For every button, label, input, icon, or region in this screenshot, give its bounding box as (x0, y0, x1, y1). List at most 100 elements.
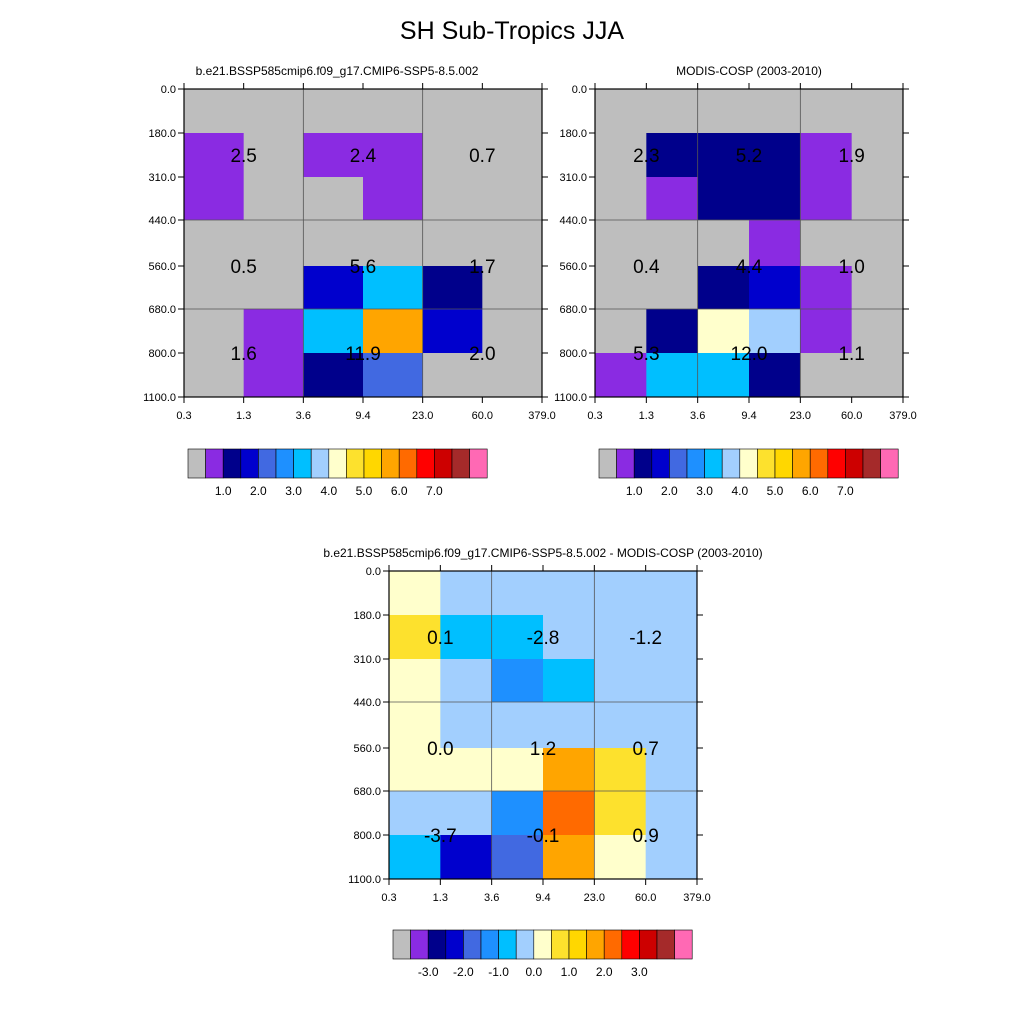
panel-title: MODIS-COSP (2003-2010) (676, 64, 822, 78)
x-tick-label: 379.0 (889, 410, 917, 422)
colorbar-swatch (515, 929, 535, 960)
page-title: SH Sub-Tropics JJA (399, 17, 625, 45)
y-tick-label: 1100.0 (554, 392, 587, 404)
colorbar-swatch (240, 448, 259, 479)
y-tick-label: 440.0 (148, 215, 176, 227)
x-tick-label: 23.0 (412, 410, 433, 422)
heatmap-cell (646, 353, 699, 398)
heatmap-cell (243, 266, 304, 310)
heatmap-cell (440, 835, 493, 880)
heatmap-cell (389, 835, 441, 880)
heatmap-cell (422, 133, 483, 178)
heatmap-cell (482, 309, 543, 354)
heatmap-cell (646, 177, 699, 221)
colorbar-label: 7.0 (426, 484, 443, 498)
colorbar-swatch (469, 448, 488, 479)
heatmap-cell (851, 89, 904, 134)
heatmap-cell (491, 835, 544, 880)
heatmap-cell (389, 659, 441, 703)
heatmap-cell (491, 615, 544, 660)
heatmap-cell (851, 309, 904, 354)
heatmap-cell (800, 309, 853, 354)
heatmap-cell (800, 353, 853, 398)
colorbar-swatch (187, 448, 206, 479)
heatmap-cell (303, 353, 364, 398)
y-tick-label: 0.0 (572, 84, 587, 96)
colorbar-swatch (451, 448, 470, 479)
heatmap-cell (645, 835, 698, 880)
colorbar-swatch (434, 448, 453, 479)
box-value-label: 1.2 (530, 739, 556, 760)
colorbar-label: 5.0 (356, 484, 373, 498)
x-tick-label: 60.0 (472, 410, 493, 422)
heatmap-cell (697, 309, 750, 354)
heatmap-cell (697, 266, 750, 310)
colorbar-swatch (586, 929, 605, 960)
colorbar-label: 3.0 (631, 965, 648, 979)
heatmap-cell (363, 177, 424, 221)
y-tick-label: 440.0 (353, 697, 381, 709)
heatmap-cell (800, 177, 853, 221)
heatmap-cell (645, 702, 698, 749)
heatmap-cell (851, 133, 904, 178)
heatmap-cell (595, 309, 647, 354)
x-tick-label: 1.3 (433, 892, 448, 904)
colorbar-swatch (792, 448, 811, 479)
heatmap-cell (422, 266, 483, 310)
box-value-label: 1.7 (469, 257, 495, 278)
y-tick-label: 800.0 (353, 830, 381, 842)
y-tick-label: 180.0 (148, 128, 176, 140)
heatmap-cell (749, 177, 801, 221)
y-tick-label: 180.0 (559, 128, 587, 140)
colorbar-swatch (845, 448, 864, 479)
heatmap-cell (440, 615, 493, 660)
heatmap-panel-2: MODIS-COSP (2003-2010) 0.0 180.0 310.0 440.0… (554, 64, 917, 498)
heatmap-cell (303, 309, 364, 354)
colorbar-swatch (603, 929, 623, 960)
heatmap-cell (491, 702, 544, 749)
heatmap-cell (363, 133, 424, 178)
y-tick-label: 800.0 (148, 348, 176, 360)
colorbar-label: 0.0 (525, 965, 542, 979)
heatmap-cell (389, 748, 441, 792)
heatmap-cell (491, 791, 544, 836)
y-tick-label: 560.0 (559, 261, 587, 273)
heatmap-cell (491, 571, 544, 616)
y-tick-label: 560.0 (353, 743, 381, 755)
heatmap-cell (594, 615, 647, 660)
x-tick-label: 60.0 (635, 892, 656, 904)
heatmap-cell (646, 309, 699, 354)
colorbar-label: 2.0 (596, 965, 613, 979)
y-tick-label: 800.0 (559, 348, 587, 360)
heatmap-cell (645, 615, 698, 660)
colorbar-label: 3.0 (285, 484, 302, 498)
heatmap-cell (243, 309, 304, 354)
heatmap-cell (800, 89, 853, 134)
x-tick-label: 9.4 (741, 410, 756, 422)
colorbar-swatch (293, 448, 312, 479)
heatmap-cell (594, 659, 647, 703)
heatmap-cell (440, 791, 493, 836)
heatmap-cell (389, 615, 441, 660)
heatmap-cell (243, 133, 304, 178)
box-value-label: 2.3 (633, 146, 659, 167)
heatmap-cell (646, 133, 699, 178)
heatmap-cell (482, 266, 543, 310)
heatmap-cell (543, 659, 595, 703)
heatmap-cell (491, 748, 544, 792)
x-tick-label: 3.6 (296, 410, 311, 422)
colorbar-label: -2.0 (453, 965, 474, 979)
heatmap-cell (800, 266, 853, 310)
colorbar-swatch (275, 448, 294, 479)
heatmap-cell (697, 133, 750, 178)
heatmap-cell (363, 220, 424, 267)
colorbar-swatch (721, 448, 741, 479)
heatmap-cell (482, 353, 543, 398)
x-tick-label: 0.3 (381, 892, 396, 904)
heatmap-cell (184, 133, 245, 178)
y-tick-label: 0.0 (161, 84, 176, 96)
colorbar-swatch (310, 448, 330, 479)
y-tick-label: 310.0 (353, 654, 381, 666)
x-tick-label: 1.3 (639, 410, 654, 422)
